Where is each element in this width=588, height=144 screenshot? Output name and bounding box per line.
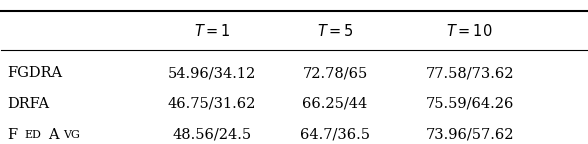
Text: $T = 1$: $T = 1$ (193, 22, 230, 38)
Text: 64.7/36.5: 64.7/36.5 (300, 127, 370, 142)
Text: 48.56/24.5: 48.56/24.5 (172, 127, 252, 142)
Text: 46.75/31.62: 46.75/31.62 (168, 97, 256, 111)
Text: ED: ED (25, 129, 42, 140)
Text: F: F (7, 127, 18, 142)
Text: $T = 5$: $T = 5$ (316, 22, 353, 38)
Text: 73.96/57.62: 73.96/57.62 (425, 127, 514, 142)
Text: 75.59/64.26: 75.59/64.26 (425, 97, 514, 111)
Text: FGDRA: FGDRA (7, 67, 62, 80)
Text: VG: VG (64, 129, 81, 140)
Text: 54.96/34.12: 54.96/34.12 (168, 67, 256, 80)
Text: 77.58/73.62: 77.58/73.62 (425, 67, 514, 80)
Text: 72.78/65: 72.78/65 (302, 67, 368, 80)
Text: 66.25/44: 66.25/44 (302, 97, 368, 111)
Text: $T = 10$: $T = 10$ (446, 22, 493, 38)
Text: DRFA: DRFA (7, 97, 49, 111)
Text: A: A (48, 127, 59, 142)
